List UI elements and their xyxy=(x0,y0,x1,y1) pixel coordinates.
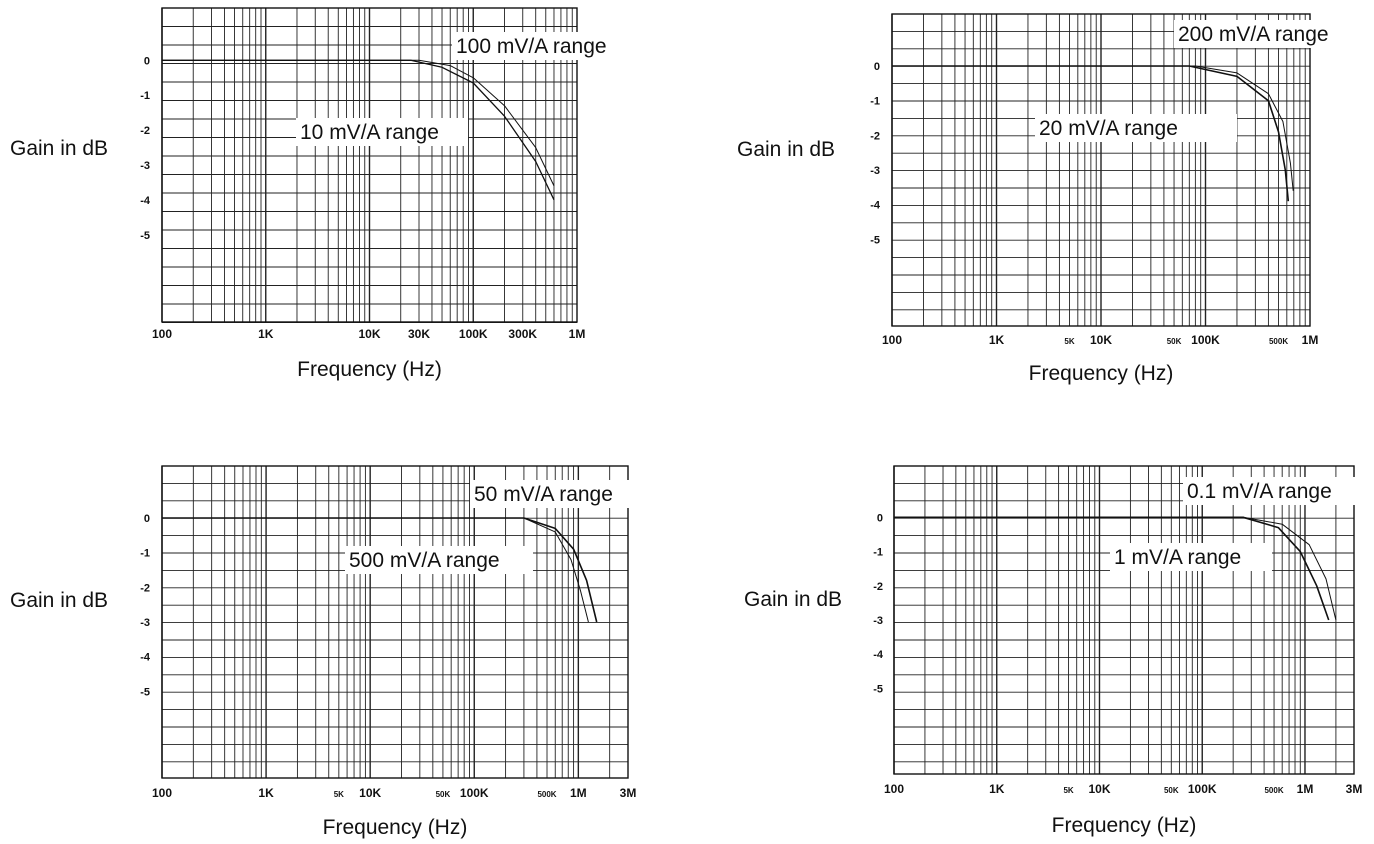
x-tick-label: 10K xyxy=(1090,333,1112,347)
x-axis-label: Frequency (Hz) xyxy=(1052,814,1197,837)
y-tick-label: -1 xyxy=(140,90,150,102)
x-tick-label: 10K xyxy=(358,327,380,341)
series-label-background xyxy=(296,118,468,146)
series-label-background xyxy=(1174,20,1360,48)
y-tick-label: -4 xyxy=(870,200,881,212)
x-tick-label: 1K xyxy=(989,333,1005,347)
x-tick-label: 50K xyxy=(1164,786,1179,795)
x-tick-label: 100 xyxy=(152,327,172,341)
series-line xyxy=(894,516,1330,621)
series-label: 20 mV/A range xyxy=(1039,117,1178,140)
series-label: 10 mV/A range xyxy=(300,121,439,144)
x-tick-label: 3M xyxy=(1346,782,1363,796)
plot-frame xyxy=(891,13,1311,327)
plot-frame xyxy=(161,7,578,323)
y-tick-label: -5 xyxy=(140,686,150,698)
grid xyxy=(161,465,629,778)
x-tick-label: 500K xyxy=(537,790,556,799)
y-tick-label: -3 xyxy=(140,617,150,629)
series-label: 100 mV/A range xyxy=(456,35,607,58)
x-axis-label: Frequency (Hz) xyxy=(297,358,442,381)
chart-3: 0 -1 -2 -3 -4 -5 100 1K 5K 10K 50K 100K 500K 1M 3M Gain… xyxy=(10,465,642,839)
x-tick-label: 5K xyxy=(334,790,344,799)
y-axis-label: Gain in dB xyxy=(744,588,842,611)
x-tick-label: 10K xyxy=(359,786,381,800)
series-line xyxy=(162,59,555,187)
y-tick-label: -5 xyxy=(140,230,150,242)
x-tick-label: 30K xyxy=(408,327,430,341)
y-tick-label: -5 xyxy=(870,234,880,246)
plot-frame xyxy=(893,465,1355,775)
x-tick-label: 100 xyxy=(884,782,904,796)
y-axis-label: Gain in dB xyxy=(10,137,108,160)
series-label-background xyxy=(452,32,638,60)
x-tick-label: 1M xyxy=(1302,333,1319,347)
series-label: 0.1 mV/A range xyxy=(1187,480,1332,503)
series-label: 1 mV/A range xyxy=(1114,546,1241,569)
series-line xyxy=(162,517,589,623)
x-tick-label: 5K xyxy=(1064,337,1074,346)
series-line xyxy=(892,65,1294,191)
y-tick-label: -2 xyxy=(870,130,880,142)
y-tick-label: -3 xyxy=(870,165,880,177)
x-tick-label: 1M xyxy=(570,786,587,800)
y-tick-label: -1 xyxy=(140,548,150,560)
x-tick-label: 1K xyxy=(258,786,274,800)
chart-1: 0 -1 -2 -3 -4 -5 100 1K 10K 30K 100K 300K 1M Gain in … xyxy=(10,7,638,381)
y-tick-label: -5 xyxy=(873,683,883,695)
x-tick-label: 100 xyxy=(152,786,172,800)
y-tick-label: 0 xyxy=(144,513,150,525)
x-tick-label: 100 xyxy=(882,333,902,347)
x-axis-label: Frequency (Hz) xyxy=(323,816,468,839)
x-tick-label: 1K xyxy=(989,782,1005,796)
grid xyxy=(891,13,1310,326)
x-tick-label: 100K xyxy=(459,327,488,341)
x-tick-label: 500K xyxy=(1264,786,1283,795)
y-tick-label: -2 xyxy=(140,125,150,137)
series-label-background xyxy=(470,480,642,508)
x-tick-label: 1K xyxy=(258,327,274,341)
y-axis-label: Gain in dB xyxy=(737,138,835,161)
grid xyxy=(893,465,1355,774)
chart-4: 0 -1 -2 -3 -4 -5 100 1K 5K 10K 50K 100K 500K 1M 3M Gain… xyxy=(744,465,1363,837)
x-axis-label: Frequency (Hz) xyxy=(1029,362,1174,385)
x-tick-label: 1M xyxy=(1297,782,1314,796)
plot-frame xyxy=(161,465,629,779)
x-tick-label: 100K xyxy=(460,786,489,800)
x-tick-label: 3M xyxy=(620,786,637,800)
x-tick-label: 50K xyxy=(1167,337,1182,346)
y-tick-label: -1 xyxy=(870,96,880,108)
x-tick-label: 10K xyxy=(1088,782,1110,796)
chart-2: 0 -1 -2 -3 -4 -5 100 1K 5K 10K 50K 100K 500K 1M Gain i… xyxy=(737,13,1360,385)
x-tick-label: 300K xyxy=(508,327,537,341)
x-tick-label: 5K xyxy=(1063,786,1073,795)
y-tick-label: -4 xyxy=(140,652,151,664)
y-tick-label: -2 xyxy=(873,581,883,593)
x-tick-label: 500K xyxy=(1269,337,1288,346)
series-line xyxy=(162,59,555,201)
y-tick-label: -2 xyxy=(140,582,150,594)
y-tick-label: -4 xyxy=(873,649,884,661)
series-label: 200 mV/A range xyxy=(1178,23,1329,46)
x-tick-label: 100K xyxy=(1191,333,1220,347)
series-label: 500 mV/A range xyxy=(349,549,500,572)
series-label-background xyxy=(1183,477,1361,505)
series-label-background xyxy=(1035,114,1237,142)
y-tick-label: 0 xyxy=(877,512,883,524)
y-tick-label: 0 xyxy=(144,55,150,67)
y-tick-label: 0 xyxy=(874,61,880,73)
y-axis-label: Gain in dB xyxy=(10,589,108,612)
series-line xyxy=(892,65,1290,202)
y-tick-label: -1 xyxy=(873,547,883,559)
x-tick-label: 50K xyxy=(436,790,451,799)
y-tick-label: -3 xyxy=(873,615,883,627)
series-label-background xyxy=(1110,543,1272,571)
y-tick-label: -3 xyxy=(140,160,150,172)
series-label: 50 mV/A range xyxy=(474,483,613,506)
x-tick-label: 1M xyxy=(569,327,586,341)
x-tick-label: 100K xyxy=(1188,782,1217,796)
y-tick-label: -4 xyxy=(140,195,151,207)
series-label-background xyxy=(345,546,533,574)
